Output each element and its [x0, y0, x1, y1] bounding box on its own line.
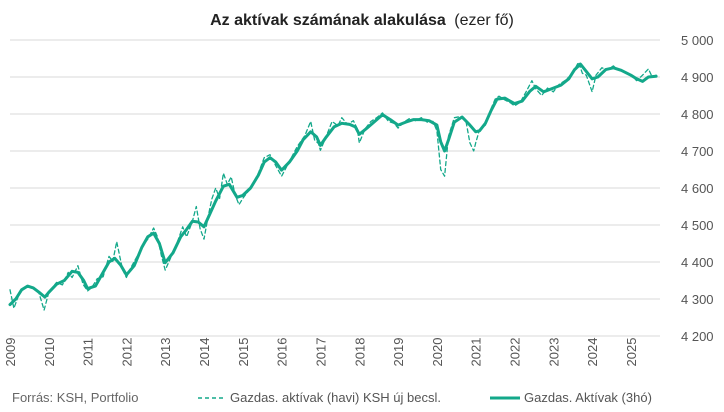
y-tick-label: 4 700	[681, 144, 714, 159]
x-tick-label: 2021	[469, 338, 484, 367]
legend-label-monthly: Gazdas. aktívak (havi) KSH új becsl.	[230, 390, 441, 405]
series-lines	[8, 61, 658, 311]
x-tick-label: 2023	[546, 338, 561, 367]
series-line-monthly	[9, 61, 657, 311]
x-tick-label: 2022	[507, 338, 522, 367]
x-tick-label: 2019	[391, 338, 406, 367]
y-tick-label: 4 600	[681, 181, 714, 196]
x-tick-label: 2018	[352, 338, 367, 367]
chart-title: Az aktívak számának alakulása (ezer fő)	[210, 12, 514, 29]
legend-label-3month: Gazdas. Aktívak (3hó)	[524, 390, 652, 405]
x-tick-label: 2025	[624, 338, 639, 367]
x-tick-label: 2012	[119, 338, 134, 367]
x-tick-label: 2020	[430, 338, 445, 367]
x-tick-label: 2009	[3, 338, 18, 367]
y-tick-label: 5 000	[681, 33, 714, 48]
series-line-3month	[8, 62, 658, 307]
x-tick-label: 2017	[313, 338, 328, 367]
y-tick-label: 4 900	[681, 70, 714, 85]
legend: Gazdas. aktívak (havi) KSH új becsl. Gaz…	[198, 390, 652, 405]
x-tick-label: 2013	[158, 338, 173, 367]
y-tick-label: 4 400	[681, 255, 714, 270]
x-tick-label: 2014	[197, 338, 212, 367]
y-axis-tick-labels: 4 200 4 300 4 400 4 500 4 600 4 700 4 800 4 900…	[681, 33, 714, 344]
x-tick-label: 2016	[275, 338, 290, 367]
chart-title-main: Az aktívak számának alakulása	[210, 12, 446, 29]
chart-title-unit: (ezer fő)	[454, 12, 514, 29]
x-tick-label: 2015	[236, 338, 251, 367]
x-tick-label: 2010	[42, 338, 57, 367]
y-tick-label: 4 500	[681, 218, 714, 233]
x-tick-label: 2024	[585, 338, 600, 367]
y-tick-label: 4 300	[681, 292, 714, 307]
y-tick-label: 4 800	[681, 107, 714, 122]
source-note: Forrás: KSH, Portfolio	[12, 390, 138, 405]
x-axis-tick-labels: 2009 2010 2011 2012 2013 2014 2015 2016 2017 2018…	[3, 338, 639, 367]
y-tick-label: 4 200	[681, 329, 714, 344]
x-tick-label: 2011	[81, 338, 96, 366]
